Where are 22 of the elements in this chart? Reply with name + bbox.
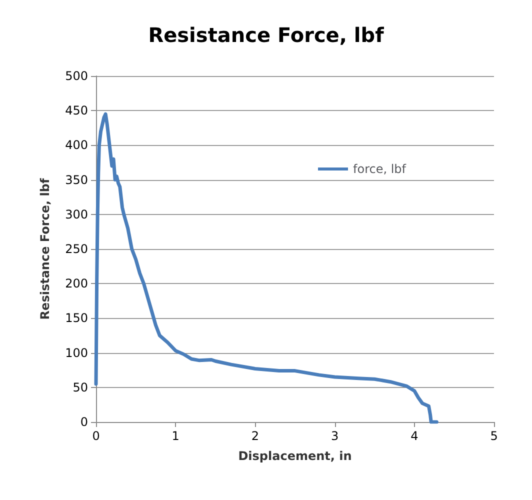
x-tick-label: 1 <box>172 429 180 443</box>
line-series <box>94 112 438 424</box>
y-tick-label: 350 <box>65 172 88 187</box>
y-tick-label: 250 <box>65 242 88 256</box>
legend-label: force, lbf <box>353 162 407 176</box>
y-axis-title: Resistance Force, lbf <box>38 178 52 320</box>
x-tick-label: 3 <box>330 429 339 443</box>
y-tick-label: 0 <box>80 415 88 429</box>
y-tick-label: 500 <box>65 69 88 83</box>
x-tick-label: 4 <box>410 429 418 443</box>
x-tick-label: 0 <box>92 429 100 443</box>
y-tick-label: 450 <box>65 104 88 118</box>
y-tick-label: 100 <box>65 346 88 360</box>
y-tick-label: 50 <box>72 380 88 394</box>
chart-title: Resistance Force, lbf <box>148 23 384 47</box>
y-tick-label: 300 <box>65 207 88 222</box>
x-tick-label: 2 <box>251 429 260 443</box>
x-axis-title: Displacement, in <box>238 449 352 463</box>
y-tick-label: 150 <box>65 311 88 326</box>
y-tick-label: 200 <box>65 276 88 291</box>
x-tick-label: 5 <box>490 429 498 443</box>
y-tick-label: 400 <box>65 138 88 152</box>
